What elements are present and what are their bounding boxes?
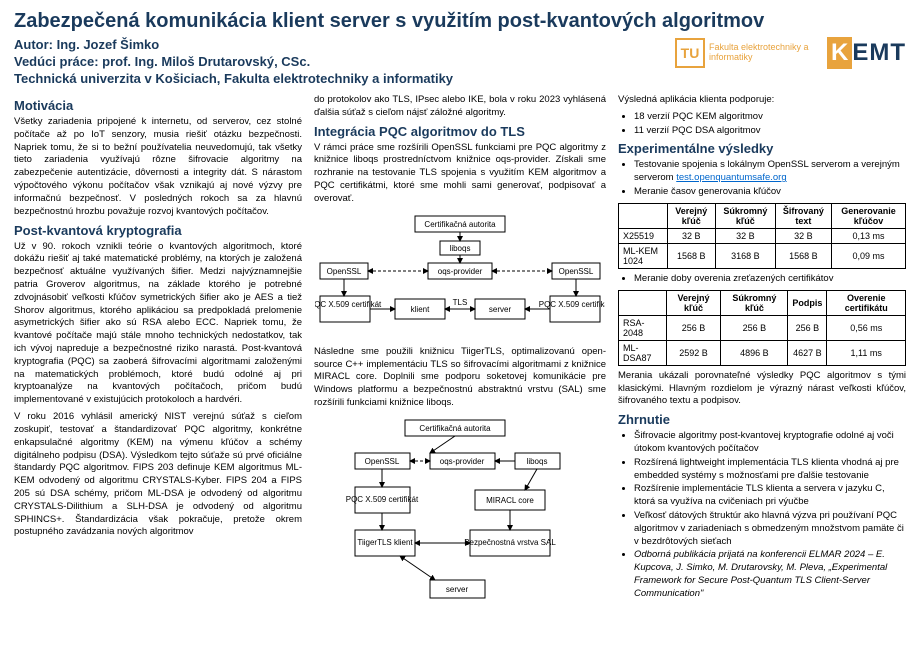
list-item: Rozšírená lightweight implementácia TLS … [634, 457, 906, 483]
results-conclusion: Merania ukázali porovnateľné výsledky PQ… [618, 370, 906, 408]
list-item: Šifrovacie algoritmy post-kvantovej kryp… [634, 430, 906, 456]
svg-text:TLS: TLS [453, 298, 468, 307]
results-intro: Výsledná aplikácia klienta podporuje: [618, 94, 906, 107]
cert-bullet: Meranie doby overenia zreťazených certif… [618, 273, 906, 286]
svg-text:PQC X.509 certifikát: PQC X.509 certifikát [315, 300, 382, 309]
list-item: Veľkosť dátových štruktúr ako hlavná výz… [634, 510, 906, 548]
svg-text:TiigerTLS klient: TiigerTLS klient [357, 538, 413, 547]
pqc-text-2: V roku 2016 vyhlásil americký NIST verej… [14, 411, 302, 539]
svg-text:Certifikačná autorita: Certifikačná autorita [424, 220, 496, 229]
list-item: Meranie doby overenia zreťazených certif… [634, 273, 906, 286]
fei-text: Fakulta elektrotechniky a informatiky [709, 43, 819, 63]
section-title-summary: Zhrnutie [618, 412, 906, 427]
col2-carryover: do protokolov ako TLS, IPsec alebo IKE, … [314, 94, 606, 120]
pqc-text-1: Už v 90. rokoch vznikli teórie o kvantov… [14, 241, 302, 408]
link-oqs[interactable]: test.openquantumsafe.org [676, 172, 786, 183]
svg-text:klient: klient [411, 305, 430, 314]
integration-text-1: V rámci práce sme rozšírili OpenSSL funk… [314, 142, 606, 206]
logos: TU Fakulta elektrotechniky a informatiky… [675, 37, 906, 69]
diagram-2: Certifikačná autorita OpenSSL oqs-provid… [314, 414, 606, 611]
svg-text:MIRACL core: MIRACL core [486, 496, 534, 505]
summary-list: Šifrovacie algoritmy post-kvantovej kryp… [618, 430, 906, 601]
poster-title: Zabezpečená komunikácia klient server s … [14, 10, 906, 33]
table-cert: Verejný kľúč Súkromný kľúč Podpis Overen… [618, 290, 906, 366]
table-keygen: Verejný kľúč Súkromný kľúč Šifrovaný tex… [618, 203, 906, 269]
logo-kemt: KEMT [827, 37, 906, 69]
svg-text:OpenSSL: OpenSSL [365, 457, 400, 466]
supervisor-line: Vedúci práce: prof. Ing. Miloš Drutarovs… [14, 54, 675, 69]
svg-text:OpenSSL: OpenSSL [327, 267, 362, 276]
svg-text:OpenSSL: OpenSSL [559, 267, 594, 276]
svg-text:Bezpečnostná vrstva SAL: Bezpečnostná vrstva SAL [464, 538, 556, 547]
list-item: Odborná publikácia prijatá na konferenci… [634, 549, 906, 600]
list-item: Testovanie spojenia s lokálnym OpenSSL s… [634, 159, 906, 185]
svg-text:oqs-provider: oqs-provider [438, 267, 483, 276]
section-title-results: Experimentálne výsledky [618, 141, 906, 156]
section-title-integration: Integrácia PQC algoritmov do TLS [314, 124, 606, 139]
svg-text:liboqs: liboqs [527, 457, 548, 466]
logo-fei: TU Fakulta elektrotechniky a informatiky [675, 38, 819, 68]
exp-bullets: Testovanie spojenia s lokálnym OpenSSL s… [618, 159, 906, 198]
fei-icon: TU [675, 38, 705, 68]
client-supports-list: 18 verzií PQC KEM algoritmov 11 verzií P… [618, 111, 906, 138]
svg-text:liboqs: liboqs [450, 244, 471, 253]
svg-text:oqs-provider: oqs-provider [440, 457, 485, 466]
diagram-1: Certifikačná autorita liboqs OpenSSL oqs… [314, 210, 606, 342]
author-line: Autor: Ing. Jozef Šimko [14, 37, 675, 52]
list-item: Rozšírenie implementácie TLS klienta a s… [634, 483, 906, 509]
poster-header: Zabezpečená komunikácia klient server s … [14, 10, 906, 86]
list-item: Meranie časov generovania kľúčov [634, 186, 906, 199]
svg-text:PQC X.509 certifikát: PQC X.509 certifikát [346, 495, 419, 504]
motivacia-text: Všetky zariadenia pripojené k internetu,… [14, 116, 302, 219]
column-2: do protokolov ako TLS, IPsec alebo IKE, … [314, 94, 606, 615]
list-item: 11 verzií PQC DSA algoritmov [634, 125, 906, 138]
section-title-pqc: Post-kvantová kryptografia [14, 223, 302, 238]
svg-text:PQC X.509 certifikát: PQC X.509 certifikát [539, 300, 605, 309]
svg-text:server: server [489, 305, 512, 314]
svg-text:Certifikačná autorita: Certifikačná autorita [419, 424, 491, 433]
university-line: Technická univerzita v Košiciach, Fakult… [14, 71, 675, 86]
section-title-motivacia: Motivácia [14, 98, 302, 113]
list-item: 18 verzií PQC KEM algoritmov [634, 111, 906, 124]
column-3: Výsledná aplikácia klienta podporuje: 18… [618, 94, 906, 615]
column-1: Motivácia Všetky zariadenia pripojené k … [14, 94, 302, 615]
svg-text:server: server [446, 585, 469, 594]
integration-text-2: Následne sme použili knižnicu TiigerTLS,… [314, 346, 606, 410]
